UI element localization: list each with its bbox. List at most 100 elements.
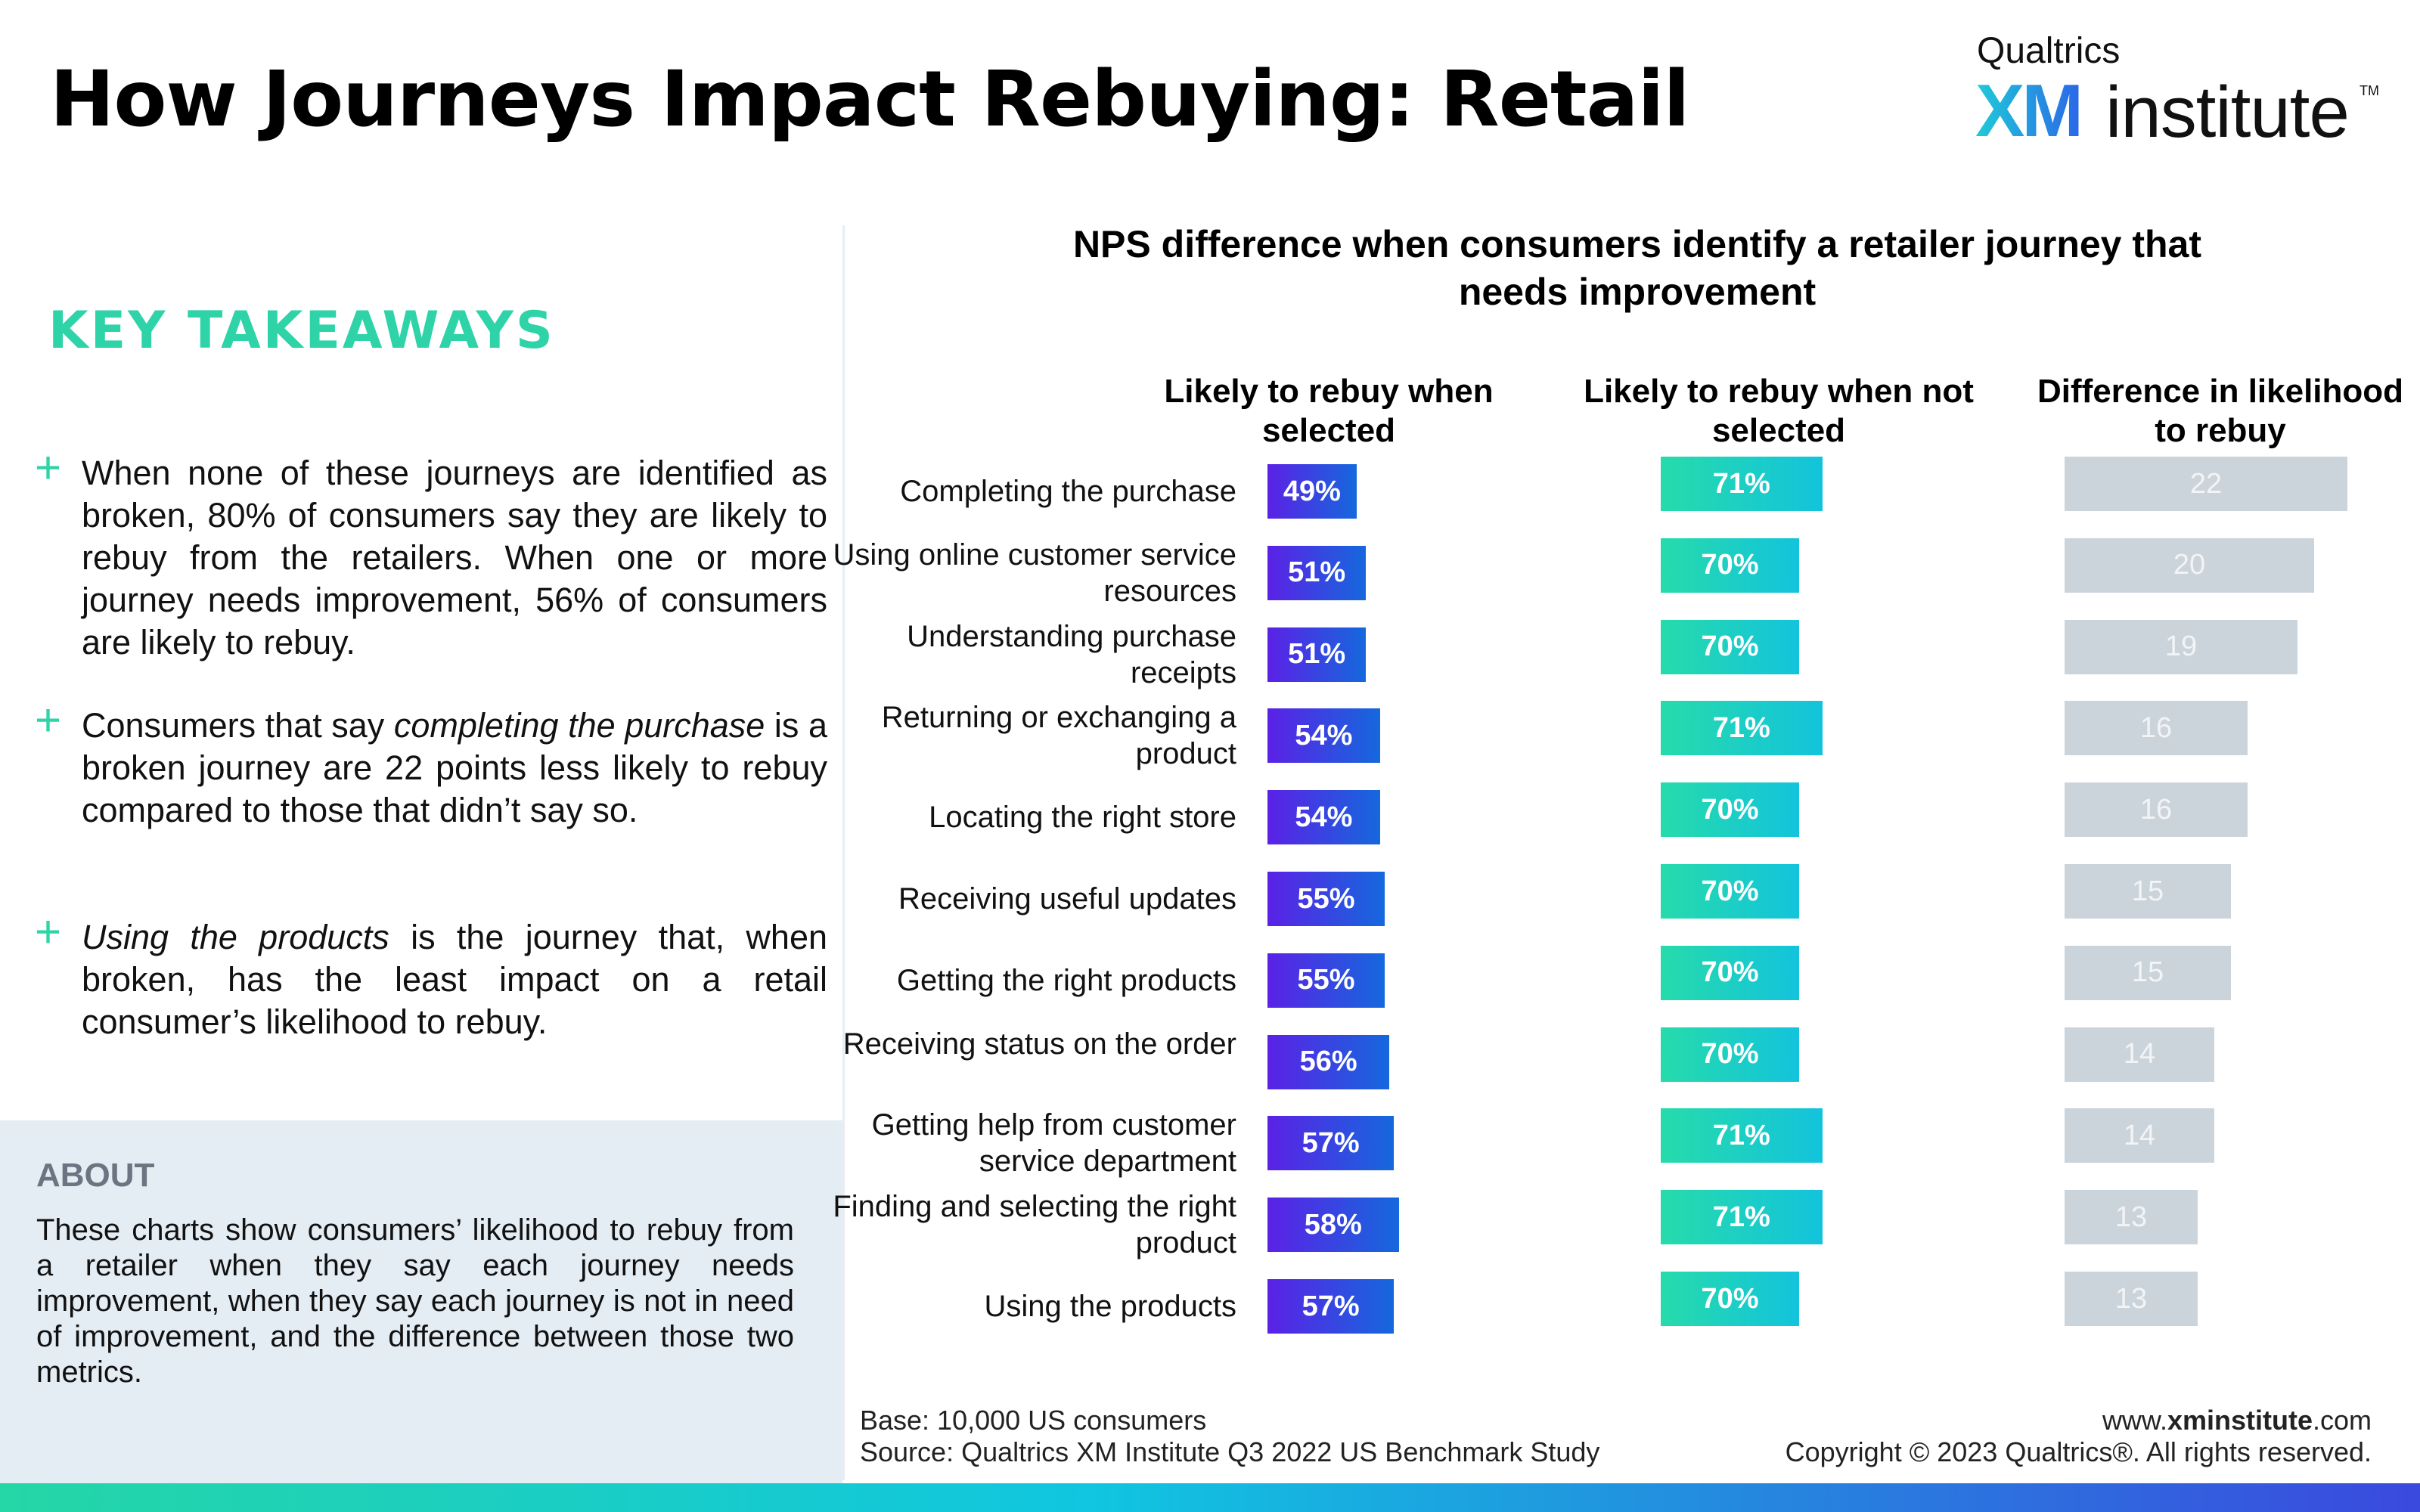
bar-difference: 15 <box>2065 864 2231 919</box>
about-text: These charts show consumers’ likelihood … <box>36 1213 794 1389</box>
logo-xm-text: XM <box>1975 69 2083 152</box>
key-takeaways-heading: KEY TAKEAWAYS <box>48 301 555 361</box>
takeaway-text: Using the products is the journey that, … <box>82 918 827 1041</box>
bar-selected: 58% <box>1267 1198 1399 1253</box>
bar-value-label: 19 <box>2164 631 2198 663</box>
bar-value-label: 70% <box>1701 793 1759 826</box>
bar-not-selected: 71% <box>1661 1108 1823 1163</box>
bar-difference: 14 <box>2065 1108 2214 1163</box>
bar-value-label: 20 <box>2173 549 2206 581</box>
bar-selected: 49% <box>1267 464 1357 519</box>
bar-value-label: 54% <box>1295 801 1353 833</box>
footer-url[interactable]: www.xminstitute.com <box>2102 1405 2372 1436</box>
bar-value-label: 56% <box>1299 1046 1357 1078</box>
footer-copyright-block: www.xminstitute.com Copyright © 2023 Qua… <box>1786 1405 2372 1468</box>
plus-icon: + <box>35 442 62 493</box>
bar-value-label: 70% <box>1701 875 1759 907</box>
about-heading: ABOUT <box>36 1157 155 1194</box>
bar-value-label: 70% <box>1701 956 1759 989</box>
column-header-difference: Difference in likelihood to rebuy <box>2037 373 2404 449</box>
bar-not-selected: 70% <box>1661 1027 1799 1082</box>
bar-value-label: 16 <box>2139 711 2173 744</box>
bar-selected: 51% <box>1267 545 1367 600</box>
category-label: Getting the right products <box>896 963 1236 997</box>
bar-value-label: 71% <box>1712 467 1770 500</box>
logo-qualtrics-text: Qualtrics <box>1977 31 2121 71</box>
bar-value-label: 70% <box>1701 549 1759 581</box>
bar-difference: 16 <box>2065 782 2248 838</box>
bar-value-label: 51% <box>1288 556 1346 589</box>
bar-not-selected: 70% <box>1661 945 1799 1000</box>
footer-source: Base: 10,000 US consumers Source: Qualtr… <box>860 1405 1599 1468</box>
page-title: How Journeys Impact Rebuying: Retail <box>50 54 1689 144</box>
bar-value-label: 13 <box>2114 1201 2148 1233</box>
bar-value-label: 71% <box>1712 1119 1770 1151</box>
bar-not-selected: 70% <box>1661 864 1799 919</box>
bar-selected: 55% <box>1267 872 1385 926</box>
bar-value-label: 70% <box>1701 1282 1759 1315</box>
bar-difference: 14 <box>2065 1027 2214 1082</box>
column-header-selected: Likely to rebuy when selected <box>1164 373 1494 449</box>
bar-value-label: 57% <box>1302 1290 1360 1322</box>
bar-value-label: 51% <box>1288 638 1346 671</box>
about-panel: ABOUT These charts show consumers’ likel… <box>0 1120 842 1485</box>
bar-selected: 51% <box>1267 627 1367 682</box>
takeaway-text: When none of these journeys are identifi… <box>82 454 827 662</box>
bar-value-label: 49% <box>1283 475 1341 507</box>
bar-not-selected: 70% <box>1661 619 1799 674</box>
bar-value-label: 14 <box>2123 1119 2156 1151</box>
footer-copyright: Copyright © 2023 Qualtrics®. All rights … <box>1785 1436 2372 1467</box>
plus-icon: + <box>35 695 62 745</box>
bar-value-label: 54% <box>1295 719 1353 751</box>
bar-not-selected: 70% <box>1661 1272 1799 1326</box>
bar-selected: 54% <box>1267 790 1380 845</box>
chart-title: NPS difference when consumers identify a… <box>1072 223 2202 313</box>
bar-selected: 56% <box>1267 1034 1390 1089</box>
bar-not-selected: 70% <box>1661 538 1799 593</box>
bar-value-label: 55% <box>1297 882 1355 915</box>
bar-difference: 20 <box>2065 538 2314 593</box>
category-label: Using online customer service resources <box>833 538 1236 608</box>
bar-selected: 57% <box>1267 1116 1395 1171</box>
category-label: Getting help from customer service depar… <box>871 1108 1236 1179</box>
bar-selected: 57% <box>1267 1279 1395 1334</box>
bar-difference: 16 <box>2065 701 2248 756</box>
column-divider <box>842 225 845 1480</box>
xm-institute-logo: Qualtrics XM institute TM <box>1975 30 2379 153</box>
bar-difference: 15 <box>2065 945 2231 1000</box>
bar-value-label: 58% <box>1304 1208 1362 1241</box>
bar-not-selected: 70% <box>1661 782 1799 838</box>
logo-trademark: TM <box>2360 83 2379 98</box>
bottom-gradient-band <box>0 1483 2420 1512</box>
bar-value-label: 70% <box>1701 631 1759 663</box>
footer-source-text: Source: Qualtrics XM Institute Q3 2022 U… <box>860 1436 1600 1467</box>
bar-value-label: 15 <box>2131 875 2164 907</box>
bar-value-label: 55% <box>1297 964 1355 996</box>
bar-not-selected: 71% <box>1661 1190 1823 1245</box>
category-label: Receiving status on the order <box>842 1027 1236 1061</box>
category-label: Using the products <box>984 1290 1236 1323</box>
bar-value-label: 57% <box>1302 1126 1360 1159</box>
bar-difference: 22 <box>2065 457 2347 511</box>
bar-selected: 55% <box>1267 953 1385 1008</box>
bar-value-label: 13 <box>2114 1282 2148 1315</box>
footer-base: Base: 10,000 US consumers <box>860 1405 1207 1436</box>
bar-value-label: 70% <box>1701 1038 1759 1070</box>
logo-institute-text: institute <box>2105 72 2350 153</box>
category-label: Returning or exchanging a product <box>881 701 1236 771</box>
bar-not-selected: 71% <box>1661 701 1823 756</box>
bar-difference: 13 <box>2065 1190 2198 1245</box>
plus-icon: + <box>35 906 62 957</box>
bar-not-selected: 71% <box>1661 457 1823 511</box>
bar-value-label: 14 <box>2123 1038 2156 1070</box>
category-label: Finding and selecting the right product <box>833 1190 1236 1260</box>
bar-value-label: 22 <box>2189 467 2223 500</box>
bar-value-label: 16 <box>2139 793 2173 826</box>
bar-value-label: 15 <box>2131 956 2164 989</box>
takeaway-text: Consumers that say completing the purcha… <box>82 706 827 829</box>
bar-difference: 13 <box>2065 1272 2198 1326</box>
bar-value-label: 71% <box>1712 711 1770 744</box>
bar-difference: 19 <box>2065 619 2297 674</box>
category-label: Receiving useful updates <box>898 882 1236 916</box>
category-label: Understanding purchase receipts <box>907 619 1236 689</box>
